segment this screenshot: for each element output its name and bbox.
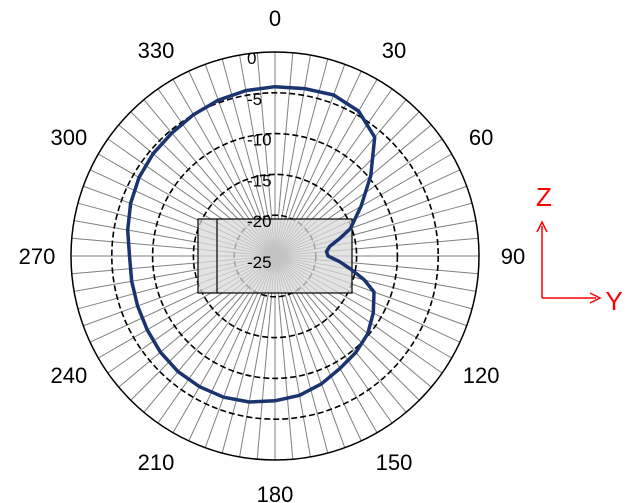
axes-indicator: ZY xyxy=(536,182,623,316)
angle-tick-label: 30 xyxy=(382,38,406,63)
angle-tick-label: 270 xyxy=(19,244,56,269)
angle-tick-label: 0 xyxy=(269,6,281,31)
angle-tick-label: 300 xyxy=(51,125,88,150)
radial-ring xyxy=(111,92,439,420)
radial-tick-label: -15 xyxy=(247,171,272,190)
series-layer xyxy=(125,84,377,404)
z-axis-label: Z xyxy=(536,182,552,212)
radial-tick-labels: 0 -5 -10 -15 -20 -25 xyxy=(247,49,272,272)
radial-ring xyxy=(192,173,358,339)
angle-tick-label: 330 xyxy=(138,38,175,63)
radial-tick-label: -10 xyxy=(247,131,272,150)
angle-tick-labels: 0 30 60 90 120 150 180 210 240 270 300 330 xyxy=(19,6,526,503)
radial-tick-label: -20 xyxy=(247,212,272,231)
angle-tick-label: 60 xyxy=(469,125,493,150)
angle-tick-label: 240 xyxy=(51,363,88,388)
y-axis-label: Y xyxy=(605,286,622,316)
radial-tick-label: -5 xyxy=(247,90,262,109)
radial-tick-label: -25 xyxy=(247,253,272,272)
z-axis-arrow-head xyxy=(536,220,548,233)
angle-tick-label: 120 xyxy=(463,363,500,388)
y-axis-arrow-head xyxy=(589,292,602,304)
angle-tick-label: 210 xyxy=(138,450,175,475)
angle-tick-label: 150 xyxy=(376,450,413,475)
angle-tick-label: 90 xyxy=(501,244,525,269)
series-line xyxy=(125,84,377,404)
radial-tick-label: 0 xyxy=(247,49,256,68)
angle-tick-label: 180 xyxy=(257,482,294,503)
radial-ring xyxy=(151,132,399,380)
outer-ring xyxy=(70,51,480,461)
